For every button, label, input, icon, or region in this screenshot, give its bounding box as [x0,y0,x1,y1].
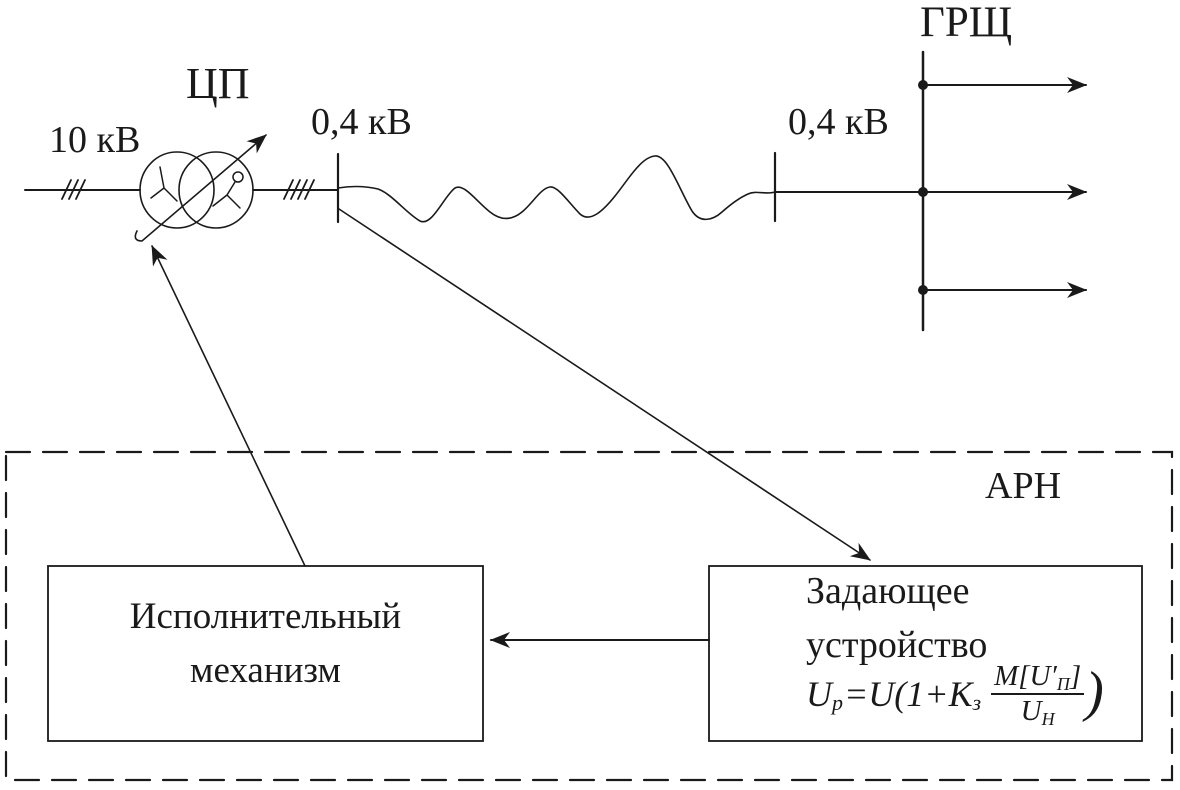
formula-mid-subscript: з [972,690,982,716]
actuator-to-transformer-arrow [151,245,306,567]
junction-dot-top [918,80,928,90]
junction-dot-middle [918,187,928,197]
setpoint-label-line1: Задающее [806,570,970,612]
transformer-symbol [139,151,254,229]
three-wire-hatch-icon [61,179,86,200]
formula-mid: =U(1+К [844,674,973,715]
actuator-label-line1: Исполнительный [129,596,402,637]
formula-numerator: M[U′П] [991,660,1085,696]
formula-denominator-main: U [1020,695,1042,728]
star-neutral-winding-icon [212,171,244,209]
formula-fraction: M[U′П] UН [991,660,1085,730]
distribution-cable-wavy [337,155,776,223]
formula-denominator-subscript: Н [1041,709,1055,730]
setpoint-box [708,565,1143,742]
formula-numerator-bracket: ] [1069,660,1082,692]
actuator-label-line2: механизм [190,650,341,691]
junction-dot-bottom [918,285,928,295]
formula-numerator-main: M[U′ [994,660,1057,692]
voltage-measurement-arrow [338,208,871,561]
regulation-arrow [134,134,267,242]
substation-label: ЦП [186,59,250,108]
actuator-box [47,565,484,742]
setpoint-label-line2: устройство [806,624,988,666]
regulator-label: АРН [985,465,1062,507]
lv-voltage-label-left: 0,4 кВ [311,101,412,143]
formula-lhs-subscript: р [832,690,843,716]
formula-close-paren: ) [1085,660,1104,723]
formula-denominator: UН [1020,695,1055,730]
formula-numerator-subscript: П [1056,674,1070,694]
formula-lhs: U [806,674,832,715]
switchboard-label: ГРЩ [920,0,1013,46]
hv-voltage-label: 10 кВ [49,119,141,161]
star-winding-icon [150,166,178,202]
four-wire-hatch-icon [283,179,315,200]
lv-voltage-label-right: 0,4 кВ [788,101,889,143]
arn-dashed-boundary [4,450,1174,782]
